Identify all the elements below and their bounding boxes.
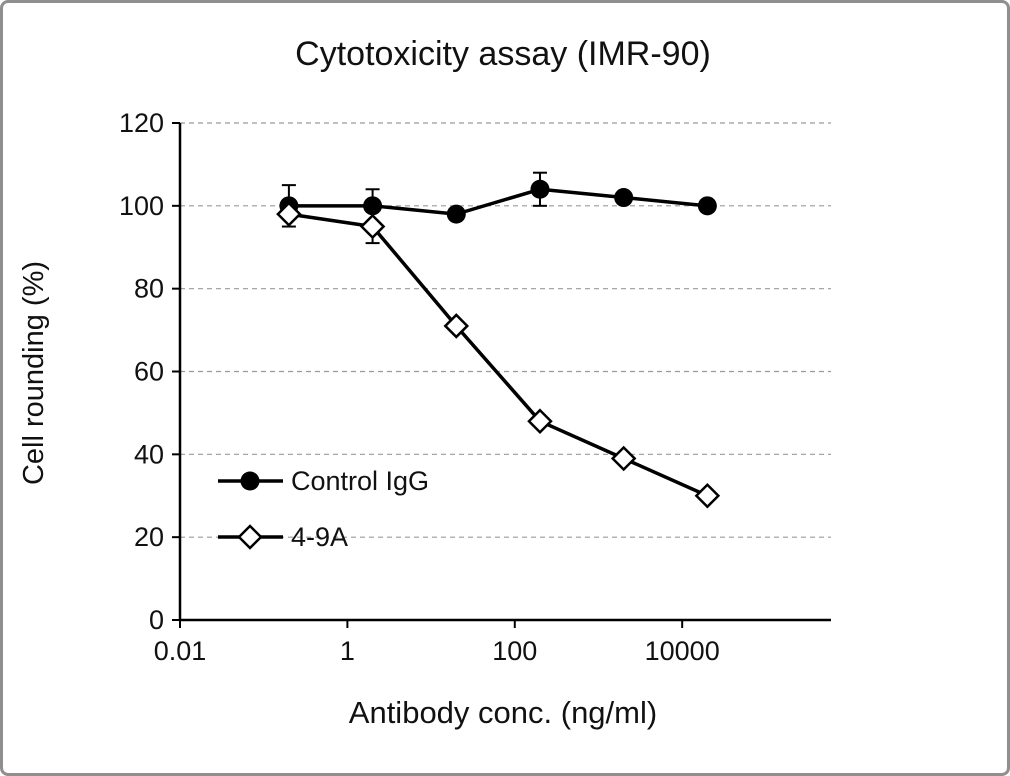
- data-point-diamond: [610, 445, 637, 472]
- y-axis-title: Cell rounding (%): [18, 261, 50, 485]
- legend-label: Control IgG: [291, 466, 429, 496]
- y-tick-label: 60: [134, 357, 164, 387]
- data-point-circle: [240, 471, 260, 491]
- x-axis-title: Antibody conc. (ng/ml): [349, 695, 657, 730]
- data-point-diamond: [237, 524, 263, 550]
- chart-title: Cytotoxicity assay (IMR-90): [295, 35, 711, 73]
- data-point-diamond: [527, 408, 553, 434]
- y-tick-label: 80: [134, 274, 164, 304]
- data-point-diamond: [359, 213, 386, 240]
- data-point-diamond: [443, 313, 470, 339]
- data-point-diamond: [276, 201, 302, 227]
- y-tick-label: 40: [134, 439, 164, 469]
- y-tick-label: 20: [134, 522, 164, 552]
- data-point-circle: [614, 188, 634, 208]
- data-point-circle: [697, 196, 717, 216]
- y-tick-label: 100: [119, 191, 164, 221]
- series-line: [288, 187, 708, 216]
- plot-area: 0 20 40 60 80 100 120 0.01 1 100 10000 Control IgG 4…: [119, 108, 831, 666]
- x-tick-label: 100: [492, 636, 537, 666]
- data-point-circle: [530, 179, 550, 199]
- y-tick-label: 0: [149, 605, 164, 635]
- chart-canvas: Cytotoxicity assay (IMR-90) 0 20 40 60 80 100…: [18, 35, 831, 730]
- legend-label: 4-9A: [291, 522, 348, 552]
- series-line: [288, 212, 709, 498]
- data-point-diamond: [694, 482, 721, 509]
- data-point-circle: [446, 204, 466, 224]
- x-tick-label: 1: [340, 636, 355, 666]
- y-tick-label: 120: [119, 108, 164, 138]
- x-tick-label: 10000: [645, 636, 720, 666]
- x-tick-label: 0.01: [154, 636, 207, 666]
